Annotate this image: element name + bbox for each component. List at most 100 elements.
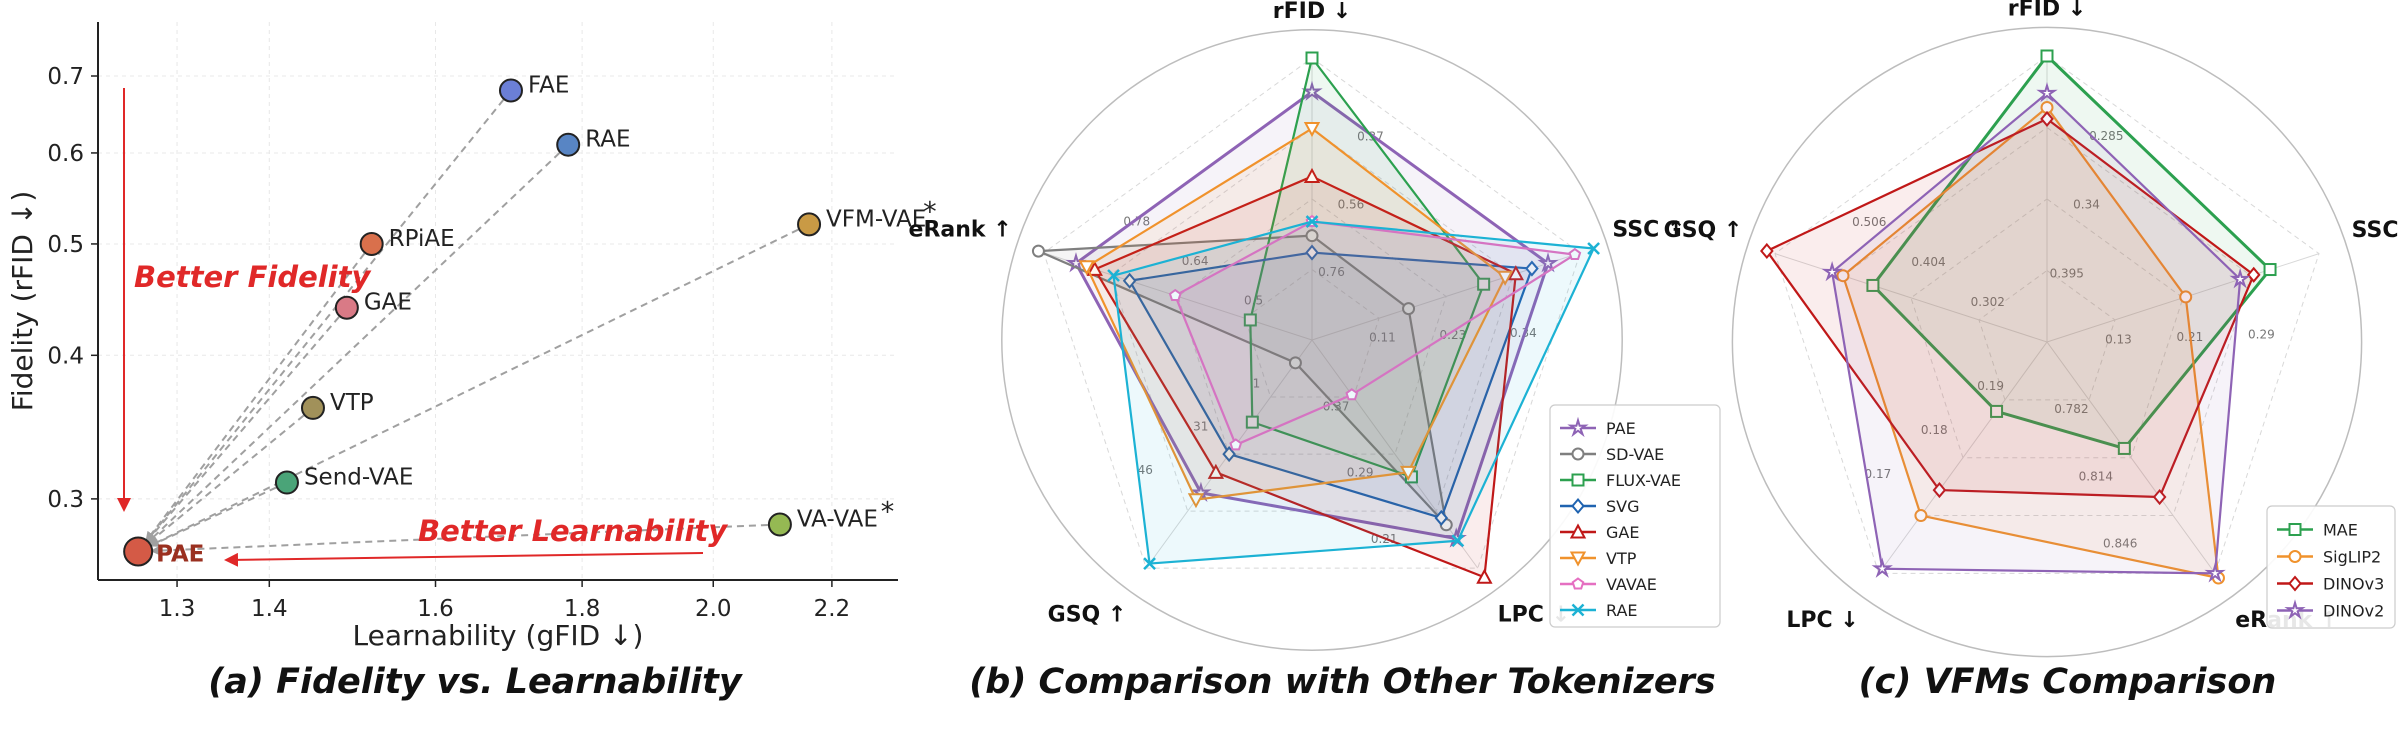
point-vtp (300, 395, 325, 420)
dashed-arrow-fae (145, 89, 512, 543)
fidelity-vs-learnability-panel: 1.3 1.4 1.6 1.8 2.0 2.2 0.3 0.4 0.5 0.6 0.7 Learnab… (0, 0, 950, 736)
radar-ring-label: 0.29 (1347, 466, 1374, 480)
legend-label-flux-vae: FLUX-VAE (1606, 471, 1681, 490)
series-mae-marker (2263, 263, 2277, 277)
radar-ring-label: 0.846 (2103, 537, 2137, 551)
radar-spoke (1311, 339, 1479, 569)
series-dinov3-marker (1932, 482, 1947, 499)
point-pae (123, 536, 154, 567)
legend-label-vavae: VAVAE (1606, 575, 1657, 594)
radar-ring-label: 0.23 (1440, 328, 1467, 342)
legend-label-mae: MAE (2323, 521, 2358, 540)
radar-grid-ring (1110, 127, 1514, 512)
radar-ring-label: 31 (1193, 420, 1208, 434)
radar-axis-label-ssc: SSC ↑ (2352, 218, 2400, 243)
series-vtp-marker (1303, 122, 1321, 138)
series-vtp-marker (1078, 260, 1095, 276)
point-rae (556, 132, 581, 157)
y-axis-label: Fidelity (rFID ↓) (6, 191, 39, 412)
legend-label-rae: RAE (1606, 601, 1638, 620)
radar-ring-label: 0.56 (1338, 197, 1365, 211)
radar-outer-ring (1731, 26, 2363, 658)
legend-marker-svg (1571, 497, 1585, 515)
series-mae-marker (1866, 278, 1880, 292)
legend-label-vtp: VTP (1606, 549, 1637, 568)
series-mae-marker (2040, 49, 2054, 63)
series-rae-marker (1143, 557, 1156, 570)
radar-ring-label: 0.64 (1182, 254, 1209, 268)
radar-ring-label: 0.19 (1977, 379, 2004, 393)
legend-marker-dinov3 (2288, 575, 2302, 592)
legend-label-dinov3: DINOv3 (2323, 575, 2384, 594)
series-svg-marker (1305, 244, 1319, 261)
series-siglip2-marker (2179, 290, 2193, 304)
series-vtp-marker (1399, 465, 1417, 481)
legend-label-pae: PAE (1606, 419, 1636, 438)
point-label-rae: RAE (585, 127, 630, 153)
series-svg-marker (1222, 446, 1236, 463)
series-siglip2-marker (1836, 269, 1850, 283)
radar-ring-label: 0.404 (1911, 255, 1945, 269)
radar-axis-label-rfid: rFID ↓ (2008, 0, 2086, 22)
x-tick-label: 1.3 (159, 596, 196, 622)
legend-marker-vtp (1569, 551, 1587, 567)
point-label-gae: GAE (364, 290, 412, 316)
x-tick-label: 1.4 (251, 596, 288, 622)
radar-ring-label: 0.5 (1244, 294, 1263, 308)
series-dinov3-marker (1760, 242, 1774, 260)
vfm-comparison-panel: 0.395 0.34 0.285 0.13 0.21 0.29 0.782 0.814 0.84… (1664, 0, 2400, 736)
legend-marker-pae (1567, 416, 1589, 438)
series-vavae-marker (1345, 388, 1359, 401)
point-vfm-vae (797, 212, 822, 237)
dashed-arrow-send-vae (149, 481, 288, 547)
point-label-rpiae: RPiAE (389, 226, 455, 252)
tokenizer-radar-chart: 0.760.560.370.11 0.23 0.340.370.290.211314… (909, 0, 1721, 651)
x-tick-label: 1.8 (564, 596, 601, 622)
fidelity-learnability-scatter: 1.3 1.4 1.6 1.8 2.0 2.2 0.3 0.4 0.5 0.6 0.7 Learnab… (6, 22, 937, 652)
radar-spoke (2046, 341, 2216, 574)
series-sd-vae-marker (1305, 229, 1319, 243)
point-star-va-vae: * (881, 496, 895, 527)
series-flux-vae-polygon (1249, 56, 1485, 478)
point-va-vae (767, 512, 792, 537)
legend-label-gae: GAE (1606, 523, 1639, 542)
series-dinov3-marker (2152, 488, 2167, 506)
radar-ring-label: 0.782 (2054, 402, 2088, 416)
series-gae-marker (1476, 568, 1493, 584)
x-tick-label: 2.2 (814, 596, 851, 622)
radar-ring-label: 0.11 (1369, 331, 1396, 345)
radar-ring-label: 1 (1253, 376, 1261, 390)
radar-ring-label: 0.34 (2073, 198, 2100, 212)
radar-spoke (1774, 253, 2048, 343)
radar-axis-label-ssc: SSC ↑ (1612, 217, 1685, 242)
series-flux-vae-marker (1477, 277, 1491, 291)
series-pae-marker (1301, 80, 1323, 101)
legend-label-dinov2: DINOv2 (2323, 602, 2384, 621)
series-vavae-marker (1568, 247, 1582, 261)
y-tick-label: 0.5 (47, 232, 84, 258)
radar-ring-label: 46 (1138, 463, 1153, 477)
series-svg-marker (1434, 509, 1449, 526)
series-flux-vae-marker (1245, 415, 1259, 429)
x-axis-label: Learnability (gFID ↓) (353, 619, 644, 652)
legend-marker-sd-vae (1571, 447, 1585, 461)
point-star-vfm-vae: * (923, 196, 937, 227)
radar-ring-label: 0.18 (1921, 423, 1948, 437)
series-rae-marker (1305, 215, 1319, 228)
series-dinov3-marker (2040, 110, 2054, 127)
legend-marker-mae (2288, 523, 2302, 536)
y-tick-label: 0.7 (47, 64, 84, 90)
radar-ring-label: 0.285 (2089, 129, 2123, 143)
series-gae-polygon (1093, 175, 1517, 579)
series-siglip2-marker (1914, 509, 1928, 523)
panel-b-caption: (b) Comparison with Other Tokenizers (969, 662, 1716, 702)
series-dinov3-polygon (1765, 117, 2255, 499)
point-send-vae (274, 470, 299, 495)
radar-grid-ring (1774, 55, 2320, 574)
radar-ring-label: 0.506 (1852, 215, 1886, 229)
legend-marker-dinov2 (2284, 599, 2306, 620)
series-vavae-marker (1168, 288, 1182, 302)
panel-c-caption: (c) VFMs Comparison (1858, 662, 2277, 702)
radar-ring-label: 0.76 (1318, 265, 1345, 279)
